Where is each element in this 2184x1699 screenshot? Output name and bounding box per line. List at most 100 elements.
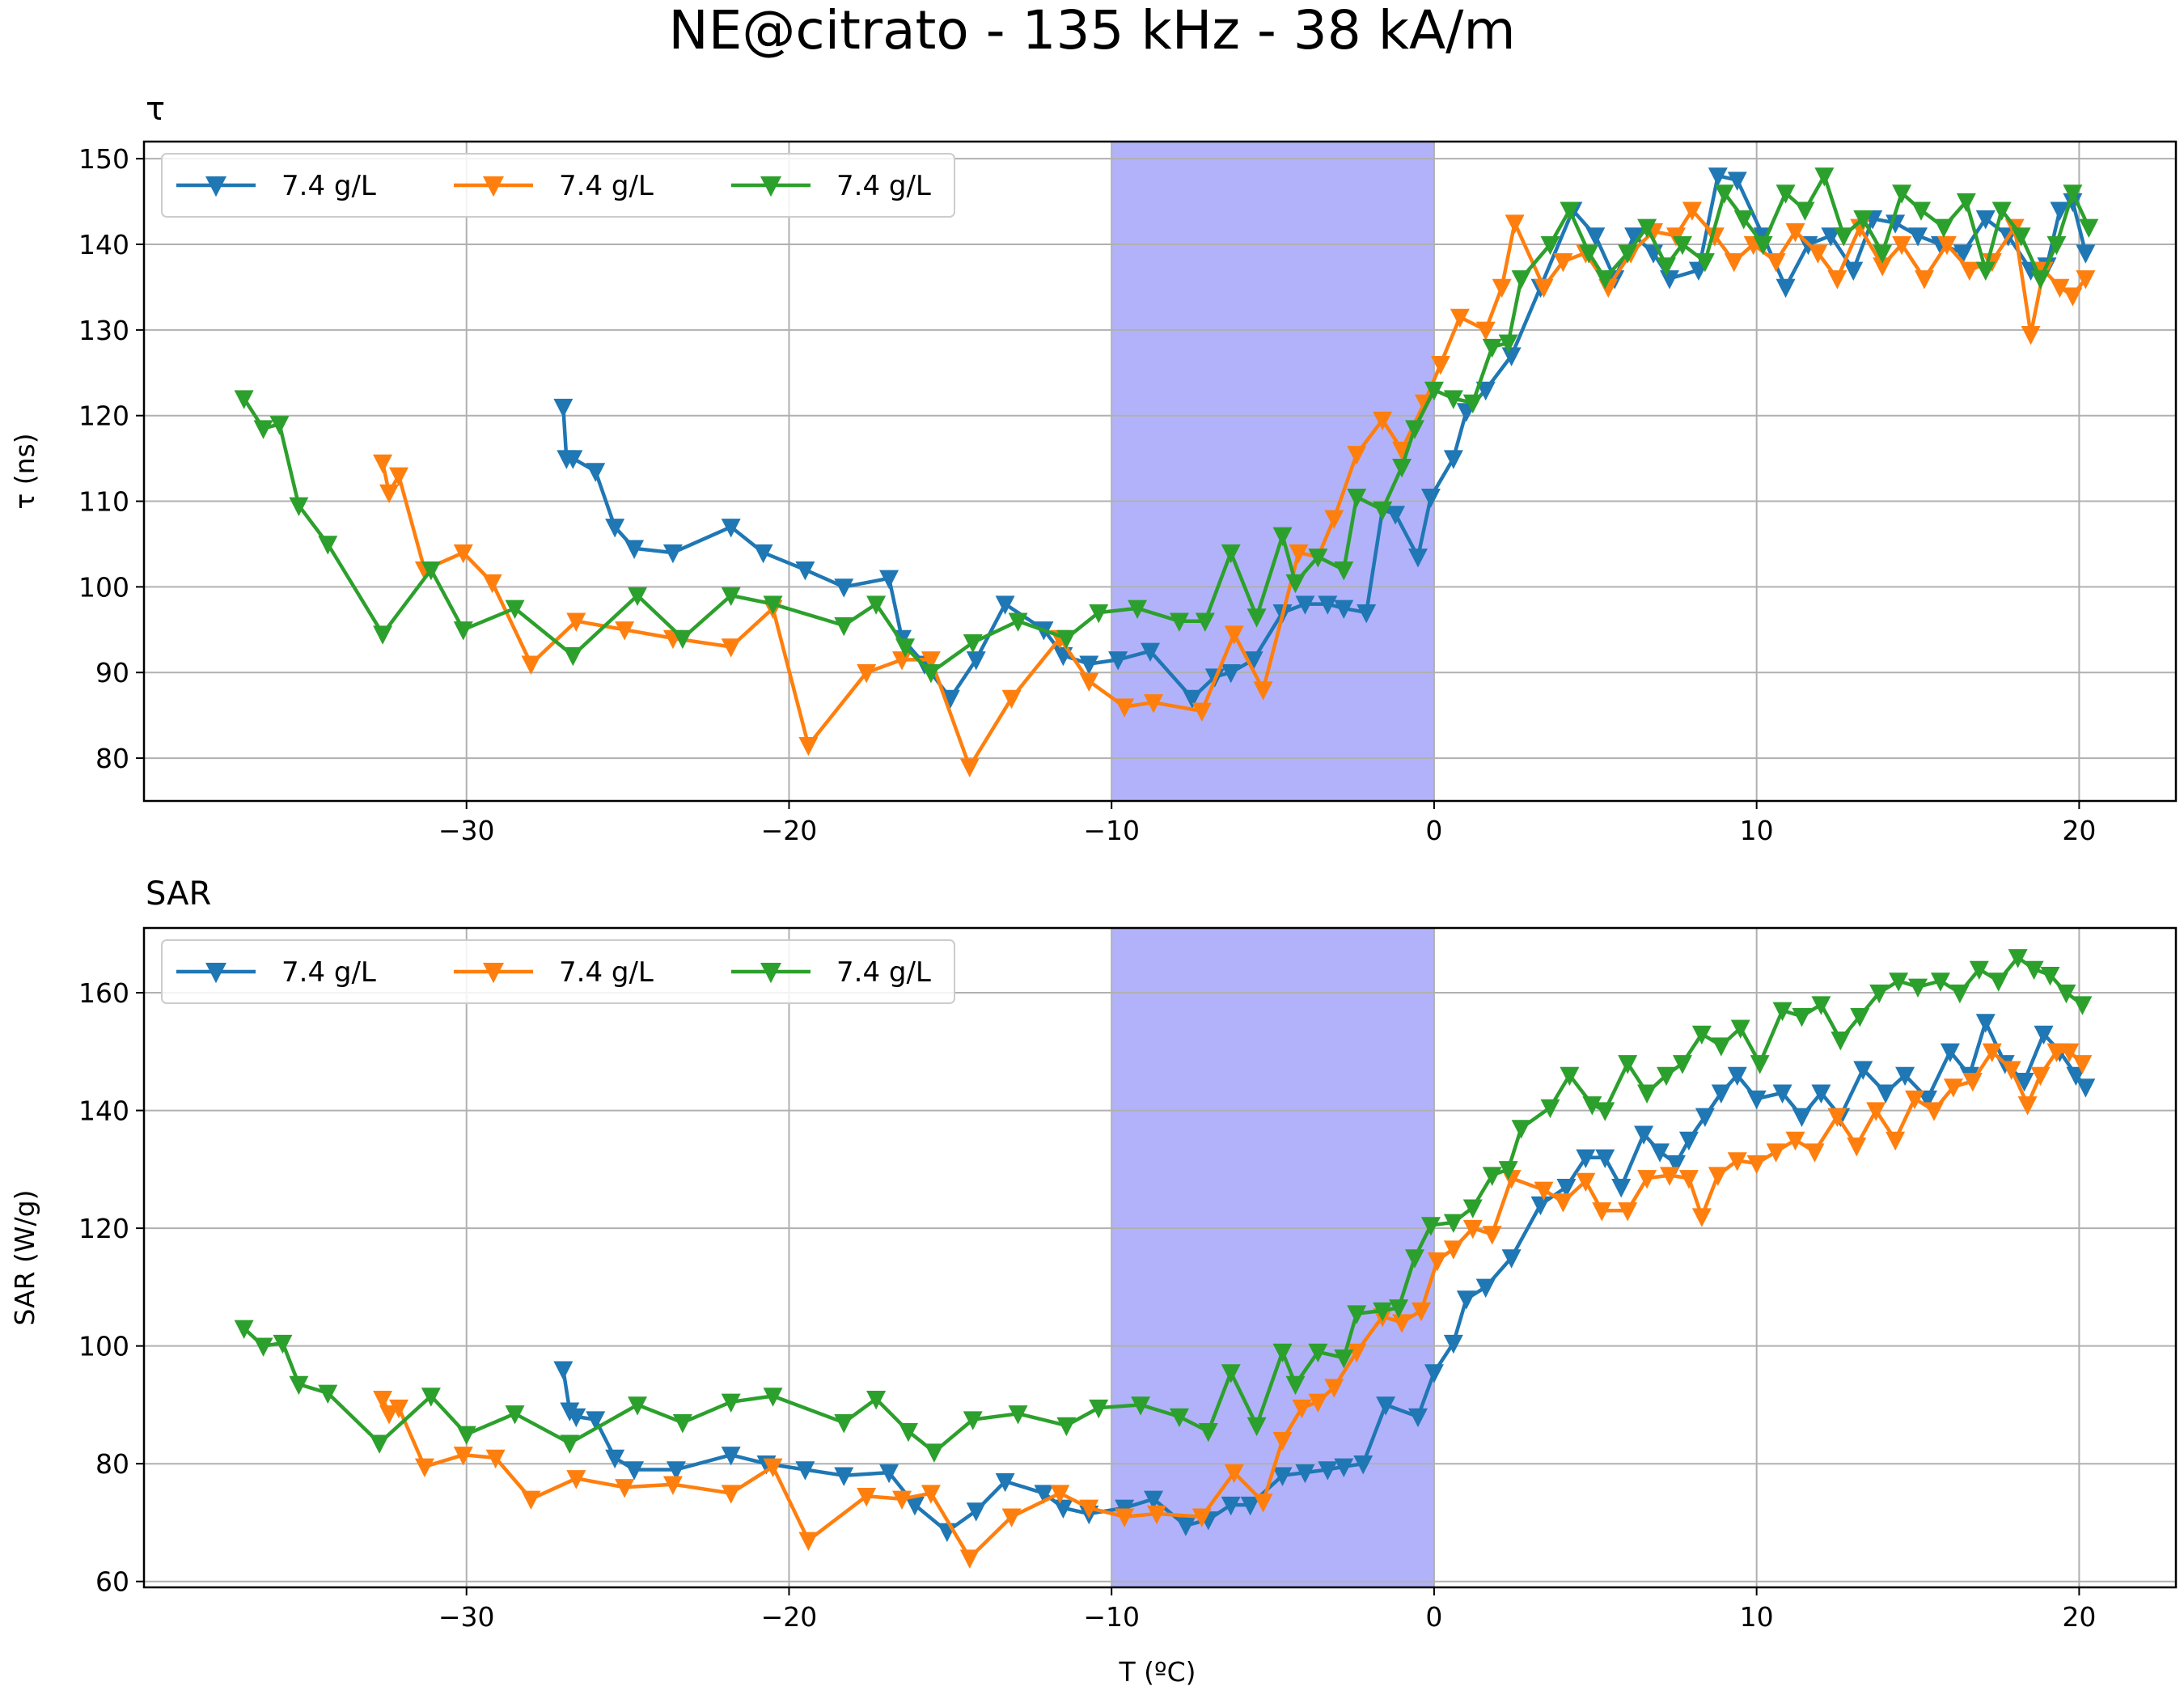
data-point-marker: [421, 561, 441, 581]
data-point-marker: [2059, 1043, 2080, 1063]
data-point-marker: [560, 1434, 580, 1454]
y-tick-label: 80: [95, 1448, 129, 1480]
data-point-marker: [721, 587, 741, 607]
data-point-marker: [763, 1458, 783, 1478]
data-point-marker: [289, 497, 309, 517]
data-point-marker: [1850, 1007, 1870, 1027]
y-tick-label: 100: [78, 1331, 129, 1362]
data-point-marker: [1827, 1108, 1848, 1128]
data-point-marker: [1672, 235, 1692, 256]
legend-label: 7.4 g/L: [559, 170, 654, 202]
shaded-region: [1111, 928, 1434, 1587]
data-point-marker: [857, 1488, 877, 1507]
data-point-marker: [1191, 1508, 1212, 1527]
data-point-marker: [414, 1458, 434, 1478]
data-point-marker: [1650, 1143, 1670, 1163]
data-point-marker: [379, 484, 400, 504]
data-point-marker: [253, 420, 273, 439]
figure-title: NE@citrato - 135 kHz - 38 kA/m: [668, 0, 1515, 61]
x-tick-label: −20: [761, 815, 818, 846]
data-point-marker: [1956, 193, 1976, 213]
legend: 7.4 g/L 7.4 g/L 7.4 g/L: [161, 153, 955, 218]
data-point-marker: [966, 651, 986, 671]
data-point-marker: [798, 1532, 819, 1551]
legend-entry: 7.4 g/L: [731, 170, 931, 202]
data-point-marker: [1443, 1334, 1463, 1354]
data-point-marker: [959, 1549, 980, 1569]
data-point-marker: [1666, 1155, 1686, 1175]
data-point-marker: [2056, 984, 2076, 1004]
data-point-marker: [834, 616, 854, 637]
data-point-marker: [892, 1490, 912, 1510]
data-point-marker: [1420, 1217, 1441, 1236]
data-point-marker: [1376, 1396, 1396, 1416]
data-point-marker: [924, 1443, 944, 1463]
tick-layer: −30 −20 −10 0 10 20 60 80 100 120 140 160: [78, 977, 2096, 1633]
data-point-marker: [1811, 1084, 1831, 1104]
data-point-marker: [586, 463, 606, 482]
data-point-marker: [1724, 252, 1744, 273]
data-point-marker: [1727, 1152, 1747, 1172]
data-point-marker: [421, 1388, 441, 1407]
x-tick-label: −10: [1083, 815, 1140, 846]
data-point-marker: [721, 519, 741, 538]
data-point-marker: [1553, 252, 1573, 273]
data-point-marker: [1386, 506, 1406, 525]
data-point-marker: [1492, 278, 1512, 299]
data-point-marker: [1556, 1178, 1577, 1198]
data-point-marker: [1482, 338, 1502, 358]
shaded-region: [1111, 142, 1434, 801]
data-point-marker: [1424, 381, 1444, 401]
data-point-marker: [234, 1320, 254, 1340]
data-point-marker: [834, 1467, 854, 1486]
data-point-marker: [1975, 210, 1996, 230]
data-point-marker: [1930, 972, 1950, 992]
tau-panel-title: τ: [146, 91, 165, 128]
data-point-marker: [1462, 394, 1483, 414]
data-point-marker: [1847, 1138, 1867, 1157]
series-layer: [234, 949, 2096, 1569]
x-tick-label: 10: [1740, 815, 1774, 846]
data-point-marker: [1079, 672, 1099, 693]
data-point-marker: [1511, 1120, 1531, 1139]
data-point-marker: [1008, 1405, 1028, 1425]
data-point-marker: [1404, 420, 1424, 439]
data-point-marker: [1876, 1084, 1896, 1104]
data-point-marker: [1534, 1181, 1554, 1201]
data-point-marker: [1389, 1299, 1409, 1319]
y-tick-label: 120: [78, 1213, 129, 1244]
data-point-marker: [1792, 1108, 1812, 1128]
data-point-marker: [1711, 1084, 1731, 1104]
legend-entry: 7.4 g/L: [731, 956, 931, 989]
x-tick-label: 0: [1425, 815, 1442, 846]
data-point-marker: [2076, 244, 2096, 264]
data-point-marker: [615, 1479, 635, 1498]
plot-frame: [142, 926, 2178, 1589]
data-point-marker: [453, 621, 473, 641]
data-point-marker: [1169, 612, 1189, 632]
data-point-marker: [1530, 1196, 1551, 1216]
data-point-marker: [1089, 604, 1109, 624]
data-point-marker: [2079, 218, 2099, 239]
data-point-marker: [1324, 510, 1344, 529]
data-point-marker: [1691, 1208, 1712, 1227]
data-point-marker: [482, 574, 502, 594]
data-point-marker: [1144, 1490, 1164, 1510]
data-point-marker: [1866, 1102, 1886, 1121]
legend-marker: [760, 176, 781, 197]
data-point-marker: [1347, 1343, 1367, 1363]
data-point-marker: [1811, 996, 1831, 1015]
data-point-marker: [1221, 1364, 1241, 1383]
data-point-marker: [2076, 270, 2096, 290]
data-point-marker: [1056, 629, 1077, 650]
data-point-marker: [1292, 1399, 1312, 1419]
data-point-marker: [563, 646, 583, 667]
data-point-marker: [959, 758, 980, 777]
data-point-marker: [1695, 252, 1715, 273]
x-tick-label: 10: [1740, 1601, 1774, 1633]
data-point-marker: [1988, 972, 2008, 992]
data-point-marker: [2046, 1043, 2067, 1063]
data-point-marker: [672, 1414, 692, 1434]
data-point-marker: [795, 561, 815, 581]
legend-marker: [205, 176, 226, 197]
